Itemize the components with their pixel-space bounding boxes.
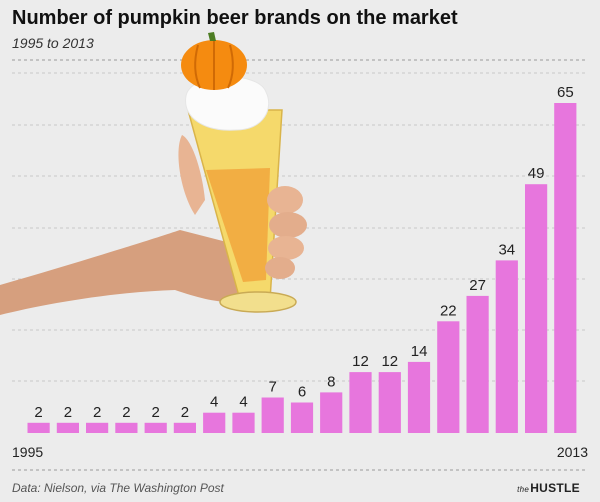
- data-label-2004: 6: [298, 384, 306, 401]
- x-tick-labels: 1995 2013: [12, 444, 588, 460]
- beer-glass-illustration: [0, 32, 307, 315]
- data-label-2005: 8: [327, 373, 335, 390]
- data-label-2006: 12: [352, 353, 369, 370]
- bar-2002: [232, 412, 255, 433]
- bar-2010: [466, 295, 489, 433]
- bar-2009: [437, 321, 460, 433]
- data-label-2012: 49: [528, 165, 545, 182]
- pumpkin-stem: [208, 32, 216, 41]
- data-label-1996: 2: [64, 404, 72, 421]
- bar-2006: [349, 372, 372, 433]
- chart-title: Number of pumpkin beer brands on the mar…: [12, 7, 458, 29]
- glass-base: [219, 291, 297, 313]
- brand-prefix: the: [517, 485, 530, 494]
- arm-shape: [0, 230, 258, 315]
- data-label-2010: 27: [469, 277, 486, 294]
- bar-2004: [290, 402, 314, 433]
- brand-logo: theHUSTLE: [517, 481, 580, 495]
- finger-2: [269, 212, 307, 238]
- bar-2000: [173, 422, 196, 433]
- data-label-2008: 14: [411, 343, 428, 360]
- beer-amber: [206, 168, 270, 282]
- data-label-2007: 12: [381, 353, 398, 370]
- pumpkin-ribs: [194, 40, 234, 90]
- bar-2012: [525, 184, 548, 433]
- finger-1: [267, 186, 303, 214]
- bar-2007: [378, 372, 401, 433]
- x-tick-label: 2013: [557, 444, 588, 460]
- data-label-2002: 4: [239, 394, 247, 411]
- data-label-1998: 2: [122, 404, 130, 421]
- bar-2003: [261, 397, 284, 433]
- finger-3: [268, 236, 304, 260]
- gridlines: [12, 72, 588, 382]
- data-label-2011: 34: [498, 241, 515, 258]
- data-label-2000: 2: [181, 404, 189, 421]
- data-label-1999: 2: [152, 404, 160, 421]
- data-label-2013: 65: [557, 84, 574, 101]
- bar-1998: [115, 422, 138, 433]
- data-label-2003: 7: [269, 379, 277, 396]
- chart-subtitle: 1995 to 2013: [12, 35, 94, 51]
- data-label-1997: 2: [93, 404, 101, 421]
- bar-2013: [554, 103, 577, 433]
- bar-1995: [27, 422, 50, 433]
- data-label-2001: 4: [210, 394, 218, 411]
- bar-2005: [320, 392, 343, 433]
- bars: [27, 103, 577, 433]
- bar-1997: [86, 422, 109, 433]
- bar-1999: [144, 422, 167, 433]
- data-label-2009: 22: [440, 302, 457, 319]
- bar-2011: [495, 260, 518, 433]
- brand-name: HUSTLE: [530, 481, 580, 495]
- data-source: Data: Nielson, via The Washington Post: [12, 481, 224, 495]
- bar-2001: [203, 412, 226, 433]
- finger-4: [265, 257, 295, 279]
- bar-2008: [407, 361, 431, 433]
- thumb-shape: [178, 135, 205, 215]
- data-label-1995: 2: [34, 404, 42, 421]
- x-tick-label: 1995: [12, 444, 43, 460]
- bar-1996: [56, 422, 79, 433]
